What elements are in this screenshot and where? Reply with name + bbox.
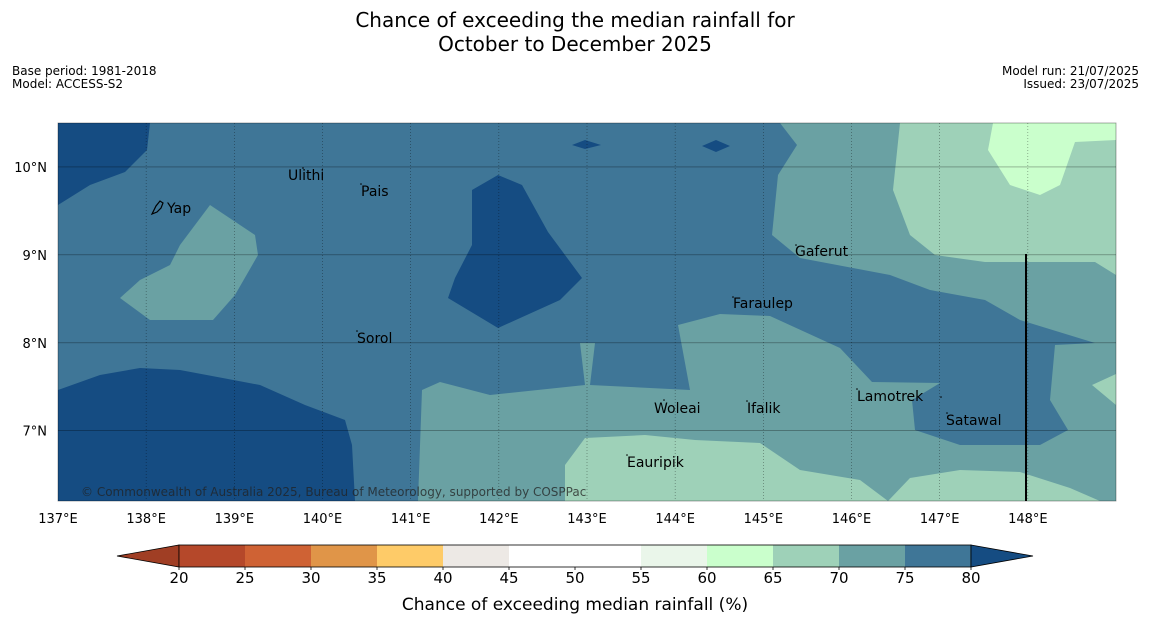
band-65-70-southeast	[888, 470, 1100, 501]
place-label-faraulep: Faraulep	[733, 296, 793, 312]
issued-text: Issued: 23/07/2025	[1023, 77, 1139, 91]
latitude-tick-label: 9°N	[23, 249, 48, 264]
colorbar-tick-label: 30	[301, 569, 320, 587]
place-label-ifalik: Ifalik	[747, 401, 781, 417]
colorbar-tick-label: 35	[367, 569, 386, 587]
band-80-nw	[58, 123, 150, 205]
map-frame	[57, 122, 1117, 502]
colorbar-segment	[509, 545, 576, 567]
model-run-text: Model run: 21/07/2025	[1001, 64, 1139, 78]
colorbar-segment	[443, 545, 510, 567]
satawal-marker	[946, 412, 948, 414]
map-title: Chance of exceeding the median rainfall …	[0, 8, 1150, 56]
longitude-tick-label: 145°E	[744, 512, 784, 527]
band-60-65	[988, 123, 1116, 195]
graticule	[58, 123, 1116, 501]
latitude-tick-label: 7°N	[23, 425, 48, 440]
place-label-lamotrek: Lamotrek	[857, 389, 924, 405]
title-line-2: October to December 2025	[438, 32, 712, 56]
colorbar-tick-labels: 20 25 30 35 40 45 50 55 60 65 70 75 80	[169, 567, 981, 587]
colorbar-tick-label: 65	[763, 569, 782, 587]
lamotrek-marker	[856, 388, 858, 390]
colorbar-under-extension	[116, 544, 180, 568]
place-label-ulithi: Ulithi	[288, 168, 324, 184]
band-80-speck-1	[572, 140, 601, 149]
colorbar-tick-label: 45	[499, 569, 518, 587]
place-label-gaferut: Gaferut	[795, 244, 849, 260]
colorbar-tick-label: 55	[631, 569, 650, 587]
islet-marker	[940, 396, 942, 398]
longitude-tick-label: 148°E	[1008, 512, 1048, 527]
place-label-woleai: Woleai	[654, 401, 701, 417]
colorbar-tick-label: 75	[895, 569, 914, 587]
ifalik-marker	[746, 400, 748, 402]
colorbar-segment	[641, 545, 708, 567]
colorbar-tick-label: 25	[235, 569, 254, 587]
place-label-pais: Pais	[361, 184, 389, 200]
longitude-tick-label: 139°E	[215, 512, 255, 527]
longitude-tick-label: 144°E	[655, 512, 695, 527]
latitude-tick-labels: 10°N 9°N 8°N 7°N	[14, 161, 47, 440]
longitude-tick-label: 138°E	[126, 512, 166, 527]
colorbar-tick-label: 80	[961, 569, 980, 587]
colorbar-segment	[245, 545, 312, 567]
colorbar-segment	[905, 545, 972, 567]
colorbar-segment	[707, 545, 774, 567]
colorbar: 20 25 30 35 40 45 50 55 60 65 70 75 80 Chance of exc…	[116, 544, 1034, 615]
eauripik-marker	[626, 454, 628, 456]
longitude-tick-label: 142°E	[479, 512, 519, 527]
woleai-marker	[663, 399, 665, 401]
info-left: Base period: 1981-2018 Model: ACCESS-S2	[12, 65, 157, 91]
band-65-70-south	[565, 435, 888, 501]
place-label-satawal: Satawal	[946, 413, 1001, 429]
place-markers	[302, 167, 948, 456]
model-text: Model: ACCESS-S2	[12, 77, 124, 91]
colorbar-tick-label: 20	[169, 569, 188, 587]
colorbar-segment	[839, 545, 906, 567]
latitude-tick-label: 8°N	[23, 337, 48, 352]
band-80-central	[448, 175, 582, 328]
colorbar-segment	[311, 545, 378, 567]
longitude-tick-label: 147°E	[920, 512, 960, 527]
band-80-sw	[58, 368, 355, 501]
gaferut-marker	[795, 244, 797, 246]
longitude-tick-label: 141°E	[391, 512, 431, 527]
band-65-70-edge	[1092, 374, 1116, 405]
longitude-tick-label: 143°E	[567, 512, 607, 527]
colorbar-segment	[773, 545, 840, 567]
place-label-sorol: Sorol	[357, 331, 392, 347]
title-line-1: Chance of exceeding the median rainfall …	[355, 8, 795, 32]
faraulep-marker	[732, 296, 734, 298]
place-labels: Ulithi Pais Yap Gaferut Faraulep Sorol W…	[166, 168, 1001, 471]
band-80-speck-2	[702, 140, 730, 152]
colorbar-segment	[575, 545, 642, 567]
colorbar-segment	[179, 545, 246, 567]
colorbar-segment	[377, 545, 444, 567]
longitude-tick-label: 140°E	[303, 512, 343, 527]
place-label-yap: Yap	[166, 201, 191, 217]
base-period-text: Base period: 1981-2018	[12, 64, 157, 78]
colorbar-over-extension	[970, 544, 1034, 568]
longitude-tick-labels: 137°E 138°E 139°E 140°E 141°E 142°E 143°E 144°E…	[38, 512, 1047, 527]
colorbar-tick-label: 70	[829, 569, 848, 587]
longitude-tick-label: 137°E	[38, 512, 78, 527]
info-right: Model run: 21/07/2025 Issued: 23/07/2025	[1002, 65, 1139, 91]
yap-island-outline	[150, 200, 164, 216]
pais-marker	[360, 183, 362, 185]
colorbar-segments	[178, 544, 972, 568]
sorol-marker	[356, 330, 358, 332]
longitude-tick-label: 146°E	[832, 512, 872, 527]
colorbar-tick-label: 40	[433, 569, 452, 587]
colorbar-tick-label: 50	[565, 569, 584, 587]
band-70-75-yap	[120, 205, 258, 320]
place-label-eauripik: Eauripik	[627, 455, 685, 471]
latitude-tick-label: 10°N	[14, 161, 47, 176]
colorbar-label: Chance of exceeding median rainfall (%)	[402, 595, 748, 615]
colorbar-tick-label: 60	[697, 569, 716, 587]
copyright-text: © Commonwealth of Australia 2025, Bureau…	[81, 485, 586, 499]
ulithi-marker	[302, 167, 304, 169]
